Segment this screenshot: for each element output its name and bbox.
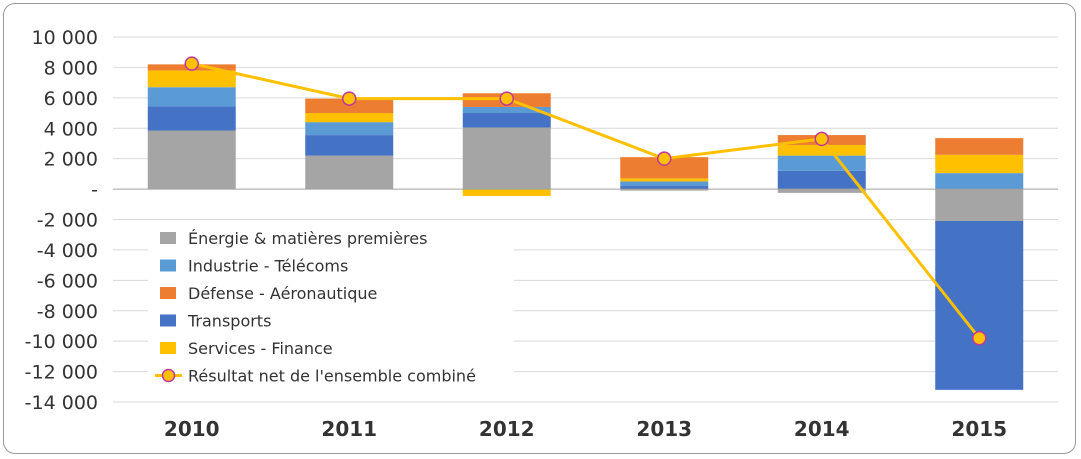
net-result-point	[657, 151, 672, 166]
bar-segment	[777, 189, 866, 193]
bar-segment	[462, 189, 551, 196]
bar-segment	[620, 181, 709, 187]
legend-label: Énergie & matières premières	[188, 229, 427, 248]
net-result-polyline	[191, 62, 981, 340]
x-tick-label: 2015	[951, 417, 1007, 441]
y-tick-label: -6 000	[37, 270, 98, 292]
legend-swatch	[160, 259, 176, 272]
legend-label: Services - Finance	[188, 339, 333, 358]
bar-segment	[147, 70, 236, 88]
legend-background	[148, 222, 514, 390]
bar-segment	[935, 173, 1024, 190]
net-result-line	[184, 56, 987, 346]
bar-segment	[305, 135, 394, 156]
y-tick-label: -10 000	[25, 331, 98, 353]
legend-swatch	[160, 287, 176, 299]
bar-segment	[777, 144, 866, 156]
y-tick-label: 8 000	[44, 57, 98, 79]
bar-segment	[935, 189, 1024, 222]
x-tick-label: 2014	[794, 417, 850, 441]
bar-segment	[777, 155, 866, 171]
bar-segment	[935, 138, 1024, 155]
bar-segment	[620, 186, 709, 190]
legend-label: Résultat net de l'ensemble combiné	[188, 367, 476, 386]
legend-label: Transports	[187, 312, 271, 331]
bar-segment	[305, 113, 394, 123]
bar-segment	[462, 106, 551, 114]
bar-segment	[147, 106, 236, 131]
x-tick-label: 2013	[636, 417, 692, 441]
y-tick-label: 6 000	[44, 88, 98, 110]
bar-segment	[462, 127, 551, 190]
legend-label: Industrie - Télécoms	[188, 257, 348, 276]
net-result-point	[814, 131, 829, 147]
x-tick-label: 2011	[321, 417, 377, 441]
bar-segment	[935, 154, 1024, 174]
y-tick-label: -14 000	[25, 392, 98, 414]
x-axis-ticks: 2010 2011 2012 2013 2014 2015	[164, 417, 1007, 441]
bar-segment	[305, 155, 394, 190]
bar-segment	[462, 113, 551, 128]
bar-segment	[147, 87, 236, 107]
legend-swatch	[160, 232, 176, 244]
legend-label: Défense - Aéronautique	[188, 284, 377, 303]
y-tick-label: -2 000	[37, 210, 98, 232]
bar-segment	[147, 130, 236, 190]
legend: Énergie & matières premières Industrie - …	[148, 222, 514, 390]
net-result-point	[972, 330, 987, 346]
y-tick-label: -4 000	[37, 240, 98, 262]
bar-segment	[620, 157, 709, 179]
legend-swatch	[160, 314, 176, 327]
bar-segment	[620, 189, 709, 191]
x-tick-label: 2012	[479, 417, 535, 441]
y-tick-label: -	[91, 179, 98, 201]
y-tick-label: -12 000	[25, 362, 98, 384]
net-result-point	[499, 91, 514, 106]
bar-segment	[777, 170, 866, 190]
net-result-point	[342, 91, 357, 106]
bar-segment	[620, 178, 709, 182]
bars	[147, 64, 1024, 390]
y-tick-label: -8 000	[37, 301, 98, 323]
x-tick-label: 2010	[164, 417, 220, 441]
legend-marker	[161, 368, 176, 383]
bar-segment	[935, 221, 1024, 390]
y-tick-label: 2 000	[44, 149, 98, 171]
y-tick-label: 10 000	[32, 27, 98, 49]
bar-segment	[305, 122, 394, 136]
net-result-point	[184, 56, 199, 71]
y-tick-label: 4 000	[44, 118, 98, 140]
y-axis-ticks: 10 000 8 000 6 000 4 000 2 000 - -2 000 -4 000 -…	[25, 27, 98, 414]
legend-swatch	[160, 342, 176, 354]
